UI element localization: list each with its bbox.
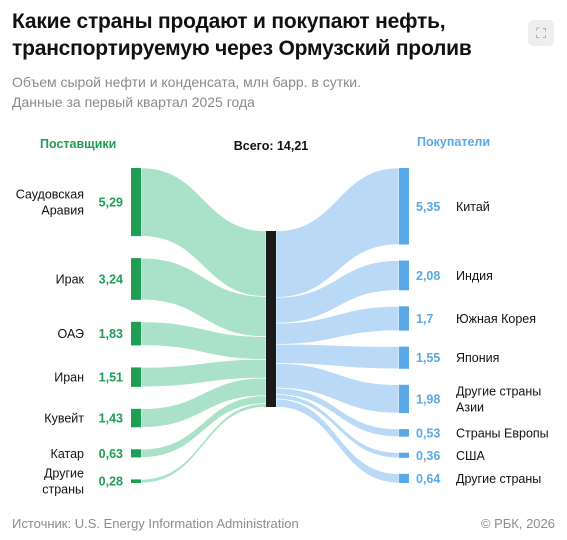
buyer-name: Другие страны xyxy=(456,472,541,486)
buyer-bar xyxy=(399,306,409,331)
buyer-name: Другие страны xyxy=(456,384,541,398)
supplier-bar xyxy=(131,258,141,300)
buyer-value: 1,98 xyxy=(416,392,440,406)
source-note: Источник: U.S. Energy Information Admini… xyxy=(12,516,299,531)
supplier-bar xyxy=(131,367,141,387)
supplier-bar xyxy=(131,168,141,237)
buyer-value: 0,53 xyxy=(416,426,440,440)
buyer-bar xyxy=(399,429,409,437)
chart-subtitle-line-2: Данные за первый квартал 2025 года xyxy=(12,94,255,110)
supplier-name: Катар xyxy=(51,447,84,461)
buyer-name: Индия xyxy=(456,269,493,283)
buyer-bar xyxy=(399,260,409,291)
suppliers-header: Поставщики xyxy=(40,137,116,151)
supplier-bar xyxy=(131,479,141,483)
chart-subtitle: Объем сырой нефти и конденсата, млн барр… xyxy=(12,72,532,112)
buyer-bar xyxy=(399,168,409,245)
supplier-value: 1,83 xyxy=(99,327,123,341)
buyer-bar xyxy=(399,384,409,414)
total-bar xyxy=(266,231,276,407)
supplier-value: 3,24 xyxy=(99,272,123,286)
supplier-value: 1,51 xyxy=(99,371,123,385)
supplier-name: Ирак xyxy=(56,272,85,286)
buyer-name: Южная Корея xyxy=(456,312,536,326)
buyer-name: Япония xyxy=(456,351,499,365)
supplier-value: 0,28 xyxy=(99,475,123,489)
supplier-value: 5,29 xyxy=(99,196,123,210)
buyer-bar xyxy=(399,452,409,458)
supplier-bar xyxy=(131,449,141,458)
supplier-name: ОАЭ xyxy=(58,327,85,341)
supplier-name: Иран xyxy=(54,371,84,385)
buyers-header: Покупатели xyxy=(417,135,490,149)
total-label: Всего: 14,21 xyxy=(234,139,309,153)
buyer-value: 0,64 xyxy=(416,472,440,486)
buyer-name: Азии xyxy=(456,400,484,414)
supplier-name: Аравия xyxy=(41,204,84,218)
expand-icon: ⛶ xyxy=(536,24,546,41)
expand-button[interactable]: ⛶ xyxy=(528,20,554,46)
buyer-name: Страны Европы xyxy=(456,426,549,440)
buyer-value: 1,55 xyxy=(416,351,440,365)
supplier-bar xyxy=(131,321,141,346)
copyright: © РБК, 2026 xyxy=(480,516,555,531)
buyer-name: Китай xyxy=(456,200,490,214)
buyer-value: 1,7 xyxy=(416,312,433,326)
supplier-name: Саудовская xyxy=(16,188,84,202)
supplier-bar xyxy=(131,408,141,428)
buyer-bar xyxy=(399,473,409,483)
supplier-value: 1,43 xyxy=(99,412,123,426)
buyer-value: 2,08 xyxy=(416,269,440,283)
supplier-name: Кувейт xyxy=(44,412,84,426)
chart-title-line-1: Какие страны продают и покупают нефть, xyxy=(12,10,446,33)
buyer-value: 0,36 xyxy=(416,449,440,463)
buyer-value: 5,35 xyxy=(416,200,440,214)
supplier-name: Другие xyxy=(44,467,84,481)
chart-title: Какие страны продают и покупают нефть, т… xyxy=(12,8,512,62)
chart-subtitle-line-1: Объем сырой нефти и конденсата, млн барр… xyxy=(12,74,362,90)
buyer-name: США xyxy=(456,449,485,463)
buyer-bar xyxy=(399,346,409,369)
supplier-name: страны xyxy=(42,483,84,497)
chart-title-line-2: транспортируемую через Ормузский пролив xyxy=(12,37,472,60)
supplier-value: 0,63 xyxy=(99,447,123,461)
